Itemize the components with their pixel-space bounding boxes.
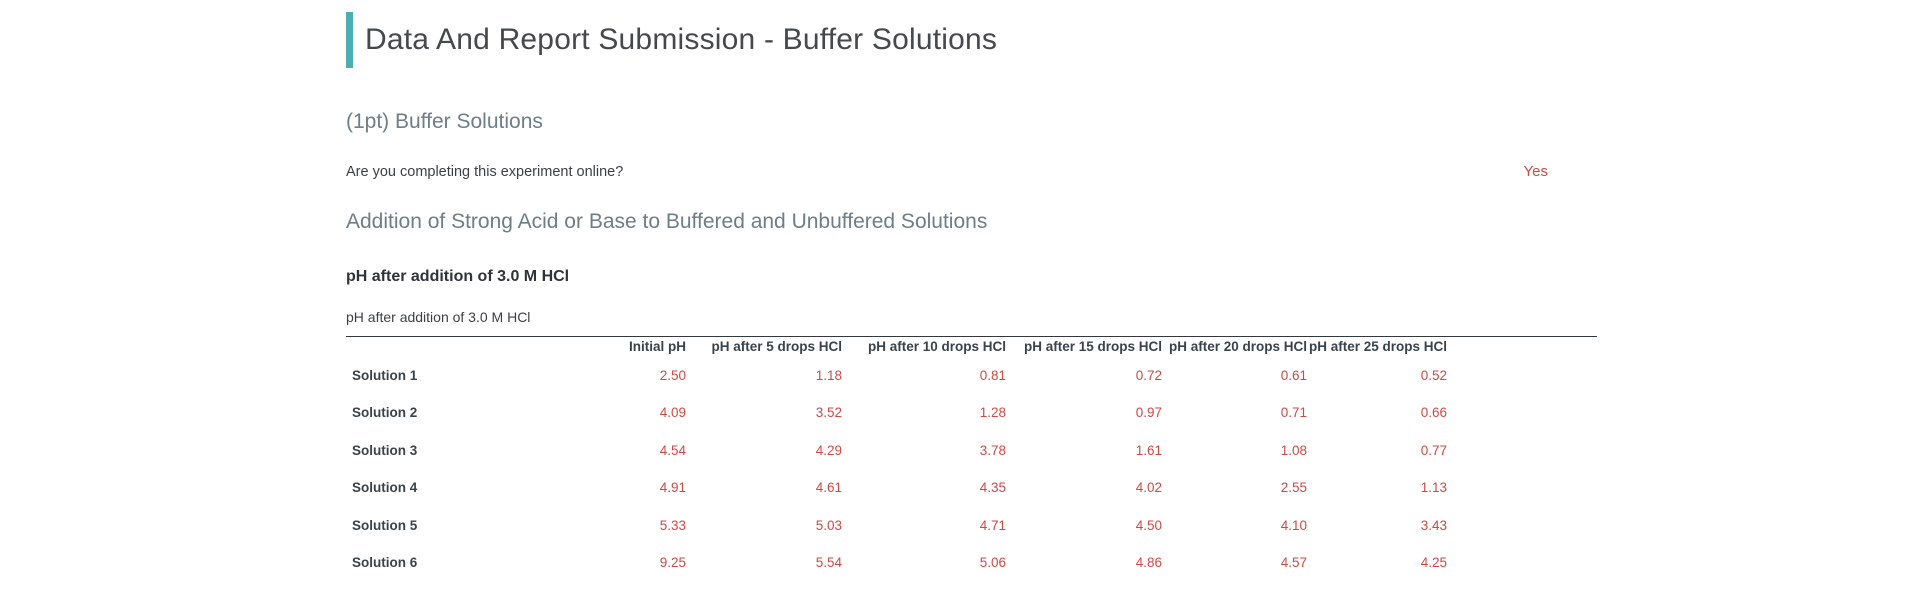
ph-value[interactable]: 4.61: [815, 480, 842, 496]
ph-value[interactable]: 4.29: [815, 442, 842, 458]
ph-value[interactable]: 0.61: [1280, 367, 1307, 383]
ph-value[interactable]: 4.71: [979, 517, 1006, 533]
table-row: Solution 6 9.25 5.54 5.06 4.86 4.57 4.25: [346, 544, 1597, 582]
question-label: Are you completing this experiment onlin…: [346, 164, 624, 180]
ph-value[interactable]: 1.13: [1420, 480, 1447, 496]
row-label: Solution 3: [352, 442, 418, 458]
ph-value[interactable]: 4.57: [1280, 555, 1307, 571]
spacer-cell: [1447, 357, 1597, 395]
row-label: Solution 5: [352, 517, 418, 533]
ph-value[interactable]: 4.50: [1135, 517, 1162, 533]
question-row: Are you completing this experiment onlin…: [346, 162, 1597, 182]
col-header-20-drops: pH after 20 drops HCl: [1168, 339, 1307, 355]
ph-value[interactable]: 3.43: [1420, 517, 1447, 533]
page-title: Data And Report Submission - Buffer Solu…: [365, 23, 998, 56]
col-header-15-drops: pH after 15 drops HCl: [1023, 339, 1162, 355]
row-label: Solution 2: [352, 405, 418, 421]
spacer-cell: [1447, 432, 1597, 470]
ph-value[interactable]: 4.91: [659, 480, 686, 496]
section-heading: (1pt) Buffer Solutions: [346, 110, 543, 133]
spacer-cell: [1447, 469, 1597, 507]
table-row: Solution 3 4.54 4.29 3.78 1.61 1.08 0.77: [346, 432, 1597, 470]
ph-value[interactable]: 0.97: [1135, 405, 1162, 421]
table-row: Solution 5 5.33 5.03 4.71 4.50 4.10 3.43: [346, 507, 1597, 545]
row-label: Solution 6: [352, 555, 418, 571]
ph-value[interactable]: 0.52: [1420, 367, 1447, 383]
table-caption: pH after addition of 3.0 M HCl: [346, 309, 531, 325]
ph-value[interactable]: 5.33: [659, 517, 686, 533]
col-header-25-drops: pH after 25 drops HCl: [1308, 339, 1447, 355]
ph-value[interactable]: 1.08: [1280, 442, 1307, 458]
ph-value[interactable]: 0.72: [1135, 367, 1162, 383]
ph-value[interactable]: 4.02: [1135, 480, 1162, 496]
subsection-heading: Addition of Strong Acid or Base to Buffe…: [346, 210, 988, 233]
col-header-10-drops: pH after 10 drops HCl: [867, 339, 1006, 355]
ph-value[interactable]: 2.50: [659, 367, 686, 383]
col-header-5-drops: pH after 5 drops HCl: [711, 339, 842, 355]
ph-value[interactable]: 0.77: [1420, 442, 1447, 458]
ph-value[interactable]: 2.55: [1280, 480, 1307, 496]
title-block: Data And Report Submission - Buffer Solu…: [346, 12, 1597, 68]
ph-value[interactable]: 5.54: [815, 555, 842, 571]
table-row: Solution 2 4.09 3.52 1.28 0.97 0.71 0.66: [346, 394, 1597, 432]
table-row: Solution 1 2.50 1.18 0.81 0.72 0.61 0.52: [346, 357, 1597, 395]
spacer-cell: [1447, 544, 1597, 582]
page-content: Data And Report Submission - Buffer Solu…: [346, 12, 1597, 582]
col-header-initial-ph: Initial pH: [629, 339, 686, 355]
ph-value[interactable]: 4.25: [1420, 555, 1447, 571]
ph-value[interactable]: 0.66: [1420, 405, 1447, 421]
ph-value[interactable]: 9.25: [659, 555, 686, 571]
header-row: Initial pH pH after 5 drops HCl pH after…: [346, 337, 1597, 357]
ph-value[interactable]: 5.03: [815, 517, 842, 533]
table-title: pH after addition of 3.0 M HCl: [346, 268, 570, 285]
row-label: Solution 1: [352, 367, 418, 383]
table-row: Solution 4 4.91 4.61 4.35 4.02 2.55 1.13: [346, 469, 1597, 507]
ph-value[interactable]: 3.78: [979, 442, 1006, 458]
ph-value[interactable]: 5.06: [979, 555, 1006, 571]
ph-value[interactable]: 1.18: [815, 367, 842, 383]
row-label-header: [346, 337, 546, 357]
ph-value[interactable]: 4.54: [659, 442, 686, 458]
ph-value[interactable]: 4.35: [979, 480, 1006, 496]
answer-yes[interactable]: Yes: [1523, 163, 1548, 180]
ph-value[interactable]: 0.81: [979, 367, 1006, 383]
spacer-cell: [1447, 507, 1597, 545]
ph-value[interactable]: 4.86: [1135, 555, 1162, 571]
ph-data-table: Initial pH pH after 5 drops HCl pH after…: [346, 336, 1597, 582]
ph-value[interactable]: 4.10: [1280, 517, 1307, 533]
ph-value[interactable]: 0.71: [1280, 405, 1307, 421]
spacer-cell: [1447, 394, 1597, 432]
ph-value[interactable]: 1.61: [1135, 442, 1162, 458]
row-label: Solution 4: [352, 480, 418, 496]
ph-value[interactable]: 3.52: [815, 405, 842, 421]
ph-value[interactable]: 4.09: [659, 405, 686, 421]
ph-value[interactable]: 1.28: [979, 405, 1006, 421]
spacer-cell: [1447, 337, 1597, 357]
